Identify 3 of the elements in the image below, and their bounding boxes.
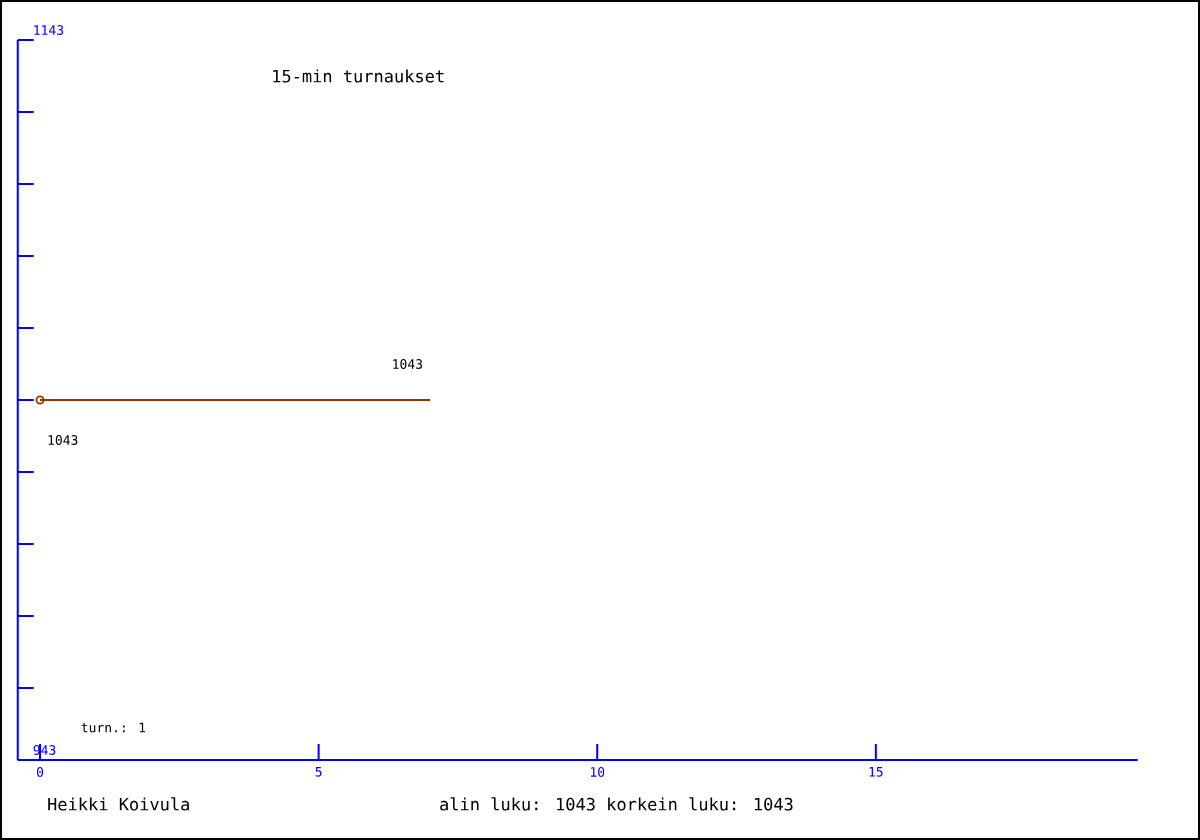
text: alin luku: 1043 korkein luku: 1043	[440, 797, 793, 811]
text: Heikki Koivula	[48, 797, 189, 811]
text: 15-min turnaukset	[273, 69, 444, 83]
